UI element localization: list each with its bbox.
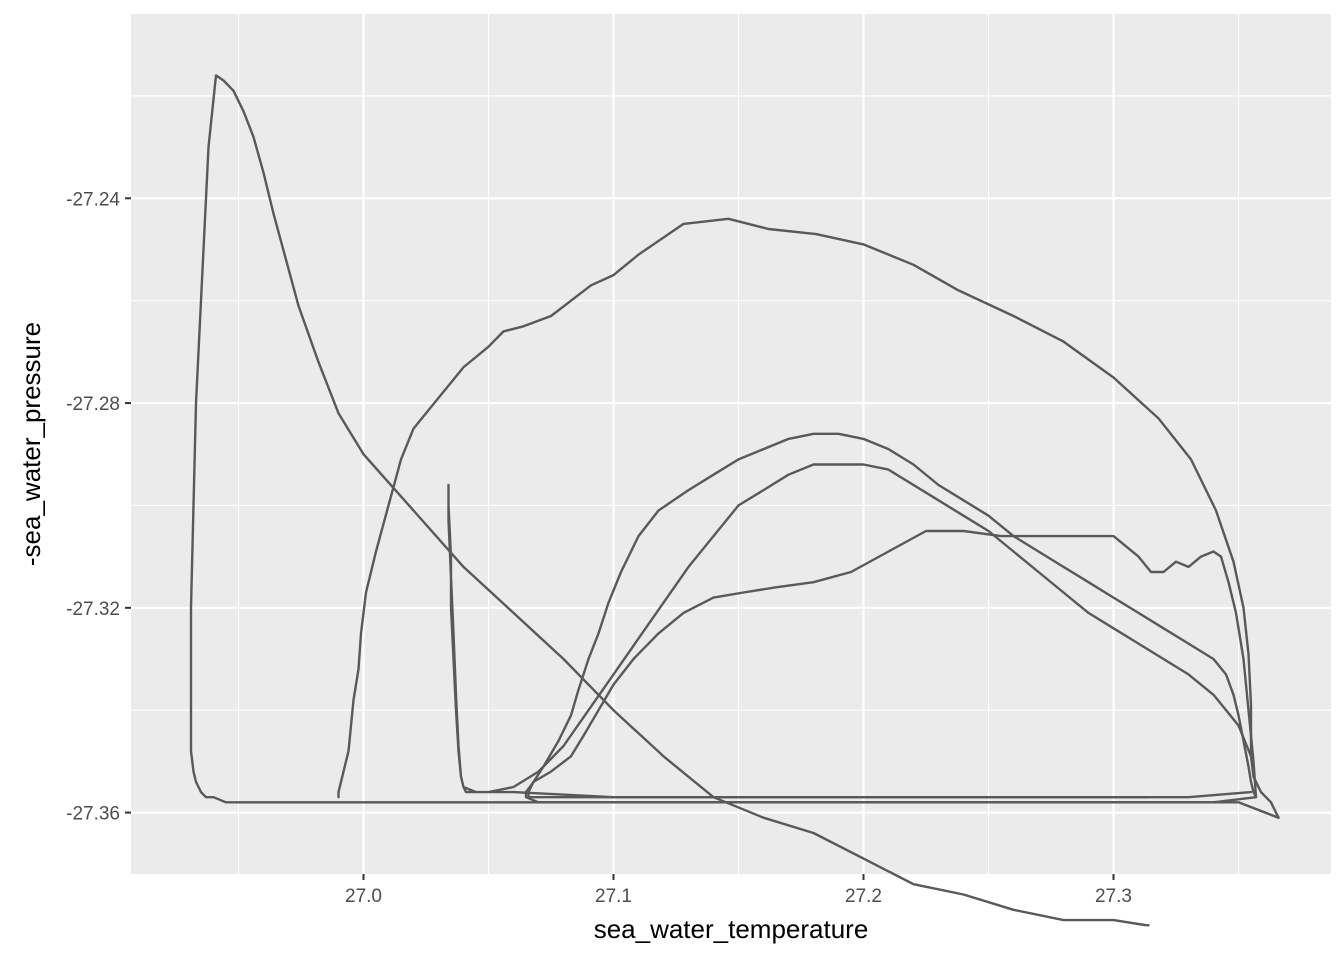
series-line xyxy=(447,463,1253,799)
x-tick-label: 27.2 xyxy=(845,886,882,907)
x-axis-title: sea_water_temperature xyxy=(594,914,869,944)
y-tick-label: -27.36 xyxy=(66,804,120,825)
series-line xyxy=(189,74,1280,927)
y-tick-label: -27.28 xyxy=(66,394,120,415)
x-tick-label: 27.0 xyxy=(345,886,382,907)
y-axis: -27.24 -27.28 -27.32 -27.36 xyxy=(66,189,131,825)
series-line xyxy=(524,529,1258,804)
grid-minor xyxy=(131,14,1331,874)
grid-major xyxy=(131,14,1331,874)
panel-background xyxy=(131,14,1331,874)
series-line xyxy=(337,217,1280,819)
y-tick-label: -27.24 xyxy=(66,189,120,210)
series-line xyxy=(527,432,1258,799)
series-layer xyxy=(189,74,1280,927)
y-axis-title: -sea_water_pressure xyxy=(16,322,46,566)
x-axis: 27.0 27.1 27.2 27.3 xyxy=(345,874,1132,907)
y-tick-label: -27.32 xyxy=(66,599,120,620)
x-tick-label: 27.3 xyxy=(1095,886,1132,907)
x-tick-label: 27.1 xyxy=(595,886,632,907)
